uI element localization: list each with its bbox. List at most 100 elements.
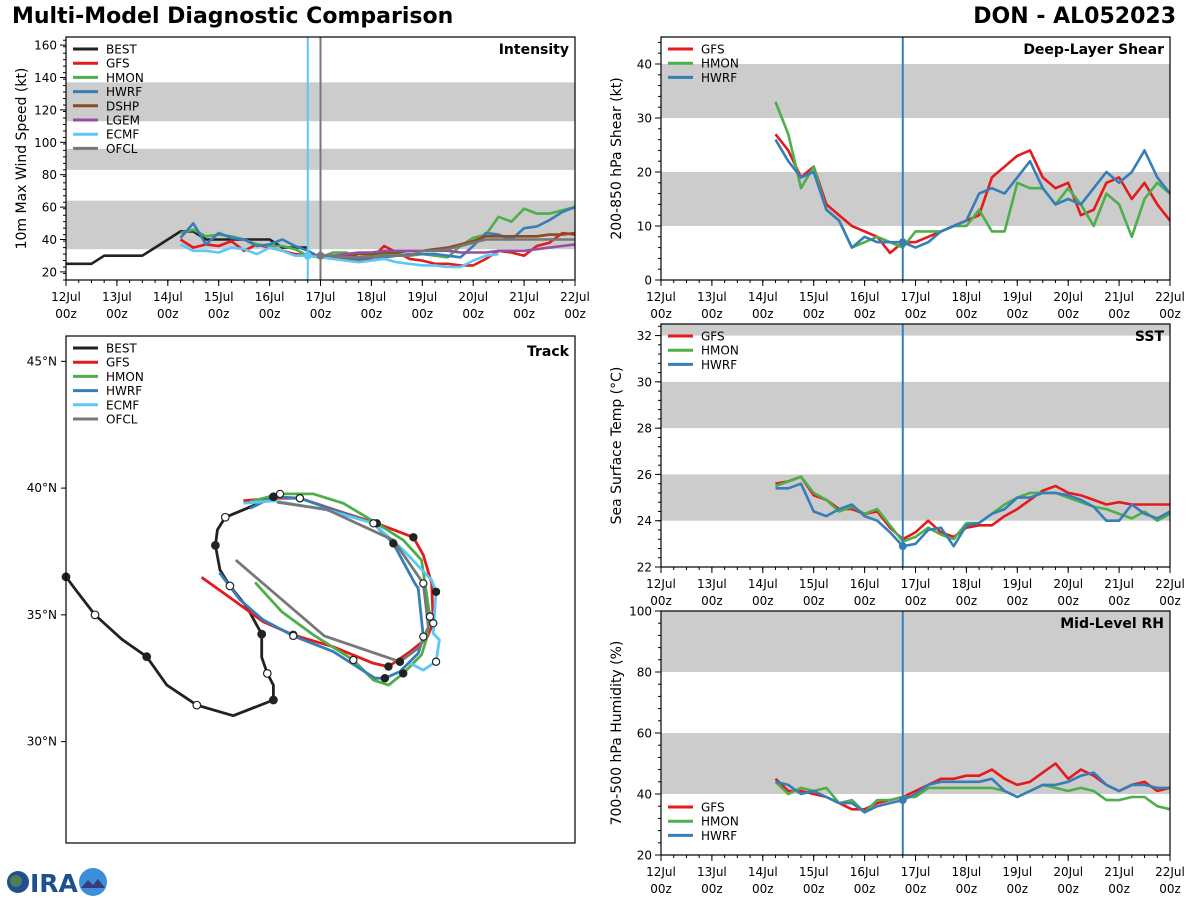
intensity-panel: 20 40 60 80 100 120 140 160 12Jul 00z 13Jul 00z 14Ju… [14, 36, 590, 321]
x-tick-label: 18Jul [952, 290, 982, 304]
track-ofcl [234, 500, 430, 664]
x-tick-label: 00z [1108, 307, 1130, 321]
cira-logo: IRA [7, 868, 107, 898]
x-tick-label: 00z [803, 882, 825, 896]
current-time-marker [898, 238, 907, 247]
forecast-marker-ofcl [419, 579, 428, 588]
y-tick-label: 40 [42, 233, 57, 247]
x-tick-label: 18Jul [952, 865, 982, 879]
current-time-marker [316, 251, 325, 260]
plot-frame [660, 610, 1171, 856]
best-track-marker [262, 669, 272, 678]
x-tick-label: 00z [1007, 882, 1029, 896]
x-tick-label: 21Jul [509, 290, 539, 304]
category-band [661, 474, 1170, 521]
x-tick-label: 00z [208, 307, 230, 321]
legend-label-gfs: GFS [106, 57, 130, 71]
x-tick-label: 13Jul [697, 577, 727, 591]
x-tick-label: 00z [854, 882, 876, 896]
x-tick-label: 00z [1057, 307, 1079, 321]
y-tick-label: 35°N [27, 608, 57, 622]
legend-label-hmon: HMON [701, 344, 739, 358]
legend-label-hmon: HMON [106, 370, 144, 384]
legend-label-hwrf: HWRF [701, 71, 737, 85]
x-tick-label: 17Jul [901, 865, 931, 879]
x-tick-label: 14Jul [748, 865, 778, 879]
category-band [661, 324, 1170, 336]
panel-title: SST [1135, 329, 1165, 345]
y-tick-label: 40 [637, 58, 652, 72]
shear-panel: 0 10 20 30 40 12Jul 00z 13Jul 00z 14Jul 00z 15Jul 00… [609, 36, 1185, 321]
plot-area [66, 336, 575, 843]
series-hwrf [775, 482, 1171, 548]
y-tick-label: 40°N [27, 481, 57, 495]
x-tick-label: 00z [701, 882, 723, 896]
y-axis-label: Sea Surface Temp (°C) [609, 367, 625, 525]
y-tick-label: 100 [34, 136, 57, 150]
x-tick-label: 00z [803, 307, 825, 321]
forecast-marker-hwrf [289, 631, 298, 641]
plot-frame [65, 335, 576, 844]
x-tick-label: 12Jul [646, 290, 676, 304]
forecast-marker-gfs [384, 662, 393, 671]
x-tick-label: 17Jul [901, 577, 931, 591]
legend-label-ecmf: ECMF [106, 398, 139, 412]
x-tick-label: 00z [752, 307, 774, 321]
x-tick-label: 00z [854, 594, 876, 608]
forecast-marker-hwrf [295, 494, 305, 503]
y-axis-label: 700-500 hPa Humidity (%) [609, 641, 625, 826]
y-tick-label: 30°N [27, 735, 57, 749]
x-tick-label: 18Jul [357, 290, 387, 304]
legend-label-lgem: LGEM [106, 114, 140, 128]
legend-label-hmon: HMON [106, 71, 144, 85]
y-tick-label: 100 [629, 605, 652, 619]
forecast-marker-gfs [409, 533, 418, 542]
track-panel: 30°N 35°N 40°N 45°N Track BESTGFSHMONHWRFECMF… [27, 335, 576, 844]
legend-label-ofcl: OFCL [106, 413, 138, 427]
x-tick-label: 00z [956, 307, 978, 321]
y-tick-label: 60 [42, 201, 57, 215]
x-tick-label: 00z [650, 307, 672, 321]
y-tick-label: 20 [42, 265, 57, 279]
x-tick-label: 00z [564, 307, 586, 321]
y-tick-label: 140 [34, 71, 57, 85]
rh-panel: 20 40 60 80 100 12Jul 00z 13Jul 00z 14Jul 00z 15Jul… [609, 605, 1185, 897]
x-tick-label: 00z [1159, 882, 1181, 896]
series-dshp [307, 231, 576, 257]
y-tick-label: 45°N [27, 354, 57, 368]
legend-label-ofcl: OFCL [106, 142, 138, 156]
legend-label-dshp: DSHP [106, 99, 139, 113]
x-tick-label: 20Jul [1053, 577, 1083, 591]
x-tick-label: 20Jul [458, 290, 488, 304]
forecast-marker-ecmf [431, 657, 441, 666]
best-track-marker [269, 695, 278, 705]
x-tick-label: 21Jul [1104, 577, 1134, 591]
current-time-marker [303, 251, 312, 260]
x-tick-label: 15Jul [799, 865, 829, 879]
x-tick-label: 00z [259, 307, 281, 321]
panel-title: Mid-Level RH [1060, 616, 1164, 632]
x-tick-label: 20Jul [1053, 290, 1083, 304]
legend-label-hmon: HMON [701, 815, 739, 829]
y-tick-label: 10 [637, 220, 652, 234]
best-track-marker [90, 610, 100, 620]
y-tick-label: 30 [637, 112, 652, 126]
legend-label-gfs: GFS [701, 330, 725, 344]
x-tick-label: 22Jul [1155, 290, 1185, 304]
forecast-marker-hmon [425, 612, 435, 621]
x-tick-label: 13Jul [697, 290, 727, 304]
x-tick-label: 16Jul [850, 865, 880, 879]
x-tick-label: 15Jul [799, 290, 829, 304]
x-tick-label: 00z [157, 307, 179, 321]
x-tick-label: 00z [1108, 882, 1130, 896]
x-tick-label: 00z [462, 307, 484, 321]
x-tick-label: 21Jul [1104, 865, 1134, 879]
x-tick-label: 22Jul [1155, 865, 1185, 879]
y-tick-label: 26 [637, 468, 652, 482]
best-track-marker [257, 629, 267, 639]
x-tick-label: 00z [1108, 594, 1130, 608]
category-band [661, 381, 1170, 429]
x-tick-label: 19Jul [1002, 865, 1032, 879]
current-time-marker [898, 542, 907, 551]
